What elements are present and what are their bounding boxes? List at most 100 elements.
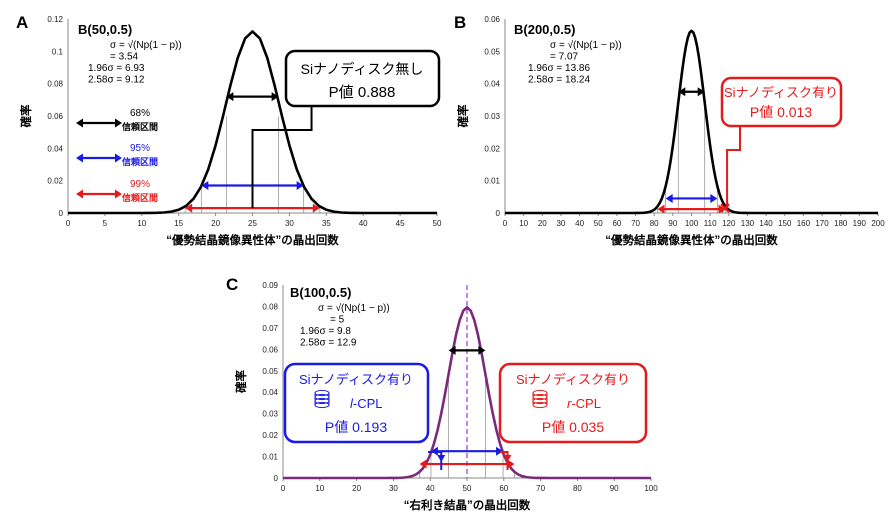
callout-pvalue: P値 0.035 [542, 419, 604, 435]
y-tick-label: 0.02 [262, 431, 278, 440]
y-axis-title-b: 確率 [456, 104, 470, 127]
y-tick-label: 0.04 [262, 388, 278, 397]
legend-label: 68% [130, 108, 150, 119]
interval-arrow-2-head-right [718, 204, 726, 214]
x-tick-label: 150 [778, 219, 792, 228]
chart-title-c: B(100,0.5) [290, 285, 351, 300]
x-axis-title-a: “優勢結晶鏡像異性体”の晶出回数 [166, 233, 339, 247]
callout-box-0 [283, 362, 430, 444]
x-tick-label: 190 [853, 219, 867, 228]
interval-arrow-0-head-left [448, 345, 456, 355]
interval-arrow-2-head-left [419, 459, 427, 469]
callout-pvalue: P値 0.193 [325, 419, 387, 435]
y-axis-title-c: 確率 [234, 370, 248, 393]
x-tick-label: 0 [281, 484, 286, 493]
stat-line: = 5 [330, 315, 345, 326]
y-tick-label: 0.02 [47, 177, 63, 186]
legend-label: 95% [130, 143, 150, 154]
stat-line: 1.96σ = 6.93 [88, 63, 145, 74]
interval-arrow-1-head-left [201, 181, 209, 191]
x-tick-label: 25 [248, 219, 257, 228]
legend-arrow-2 [76, 189, 122, 199]
x-tick-label: 140 [759, 219, 773, 228]
x-tick-label: 160 [797, 219, 811, 228]
nanodisk-icon [532, 389, 548, 409]
callout-box-1 [498, 362, 648, 444]
x-axis-title-c: “右利き結晶”の晶出回数 [404, 498, 531, 512]
interval-arrow-1 [665, 193, 718, 203]
panel-a: A 0 0.02 0.04 0.06 0.08 0.1 0.12 0 5 10 15 20 25 30 35… [16, 13, 442, 247]
callout-pointer [251, 100, 313, 208]
distribution-curve-b [505, 29, 878, 215]
legend-arrow-1-head-right [115, 153, 122, 163]
x-tick-label: 70 [631, 219, 640, 228]
stat-line: = 3.54 [110, 52, 139, 63]
x-tick-label: 80 [573, 484, 582, 493]
callout-mode: r-CPL [567, 396, 601, 411]
interval-arrow-1-head-right [496, 446, 504, 456]
x-tick-label: 20 [538, 219, 547, 228]
interval-arrow-1-head-right [710, 193, 718, 203]
interval-arrow-0-head-right [271, 92, 279, 102]
stat-line: σ = √(Np(1 − p)) [550, 39, 622, 51]
interval-arrow-0-head-left [678, 87, 686, 97]
callout-pointer-0 [428, 451, 443, 470]
panel-label-b: B [454, 13, 466, 32]
x-tick-label: 10 [315, 484, 324, 493]
x-tick-label: 10 [519, 219, 528, 228]
x-tick-label: 100 [685, 219, 699, 228]
callout-mode-letter: r [567, 396, 572, 411]
x-tick-label: 130 [741, 219, 755, 228]
callout-line1: Siナノディスク有り [724, 85, 838, 100]
x-tick-label: 35 [322, 219, 331, 228]
interval-arrow-1-head-right [296, 181, 304, 191]
legend-arrow-2-head-right [115, 189, 122, 199]
x-tick-label: 100 [644, 484, 658, 493]
chart-title-b: B(200,0.5) [514, 22, 575, 37]
x-tick-label: 20 [352, 484, 361, 493]
interval-arrow-2-head-right [312, 203, 320, 213]
y-tick-label: 0.04 [47, 144, 63, 153]
interval-arrow-1-head-left [665, 193, 673, 203]
stat-line: 1.96σ = 9.8 [300, 326, 351, 337]
interval-arrow-2 [657, 204, 726, 214]
x-tick-label: 180 [834, 219, 848, 228]
y-tick-label: 0.08 [47, 80, 63, 89]
y-tick-label: 0.05 [484, 47, 500, 56]
interval-arrow-0 [226, 92, 279, 102]
panel-c: C 0 0.01 0.02 0.03 0.04 0.05 0.06 0.07 0.08 0.09 0… [226, 275, 658, 512]
legend-arrow-0-head-left [76, 118, 83, 128]
x-tick-label: 50 [594, 219, 603, 228]
callout-mode-suffix: -CPL [571, 396, 601, 411]
interval-arrow-2 [185, 203, 320, 213]
y-tick-label: 0.04 [484, 80, 500, 89]
x-tick-label: 70 [536, 484, 545, 493]
legend-arrow-1 [76, 153, 122, 163]
x-tick-label: 60 [499, 484, 508, 493]
stat-line: 1.96σ = 13.86 [528, 63, 590, 74]
y-tick-label: 0.12 [47, 15, 63, 24]
y-tick-label: 0 [59, 209, 64, 218]
x-tick-label: 50 [433, 219, 442, 228]
legend-arrow-2-head-left [76, 189, 83, 199]
y-tick-label: 0.05 [262, 367, 278, 376]
x-tick-label: 170 [815, 219, 829, 228]
x-tick-label: 0 [503, 219, 508, 228]
x-tick-label: 90 [668, 219, 677, 228]
callout-pointer-head-1 [503, 455, 512, 462]
y-tick-label: 0.07 [262, 324, 278, 333]
y-tick-label: 0.06 [484, 15, 500, 24]
callout-pvalue: P値 0.888 [329, 84, 396, 101]
callout-mode-letter: l [350, 396, 354, 411]
x-tick-label: 45 [396, 219, 405, 228]
callout-pointer-1 [500, 451, 509, 470]
y-tick-label: 0.09 [262, 281, 278, 290]
y-tick-label: 0.1 [52, 47, 64, 56]
y-tick-label: 0.06 [262, 345, 278, 354]
callout-line1: Siナノディスク無し [301, 61, 424, 77]
x-tick-label: 90 [610, 484, 619, 493]
legend-arrow-0 [76, 118, 122, 128]
x-tick-label: 30 [285, 219, 294, 228]
callout-box [720, 76, 843, 128]
